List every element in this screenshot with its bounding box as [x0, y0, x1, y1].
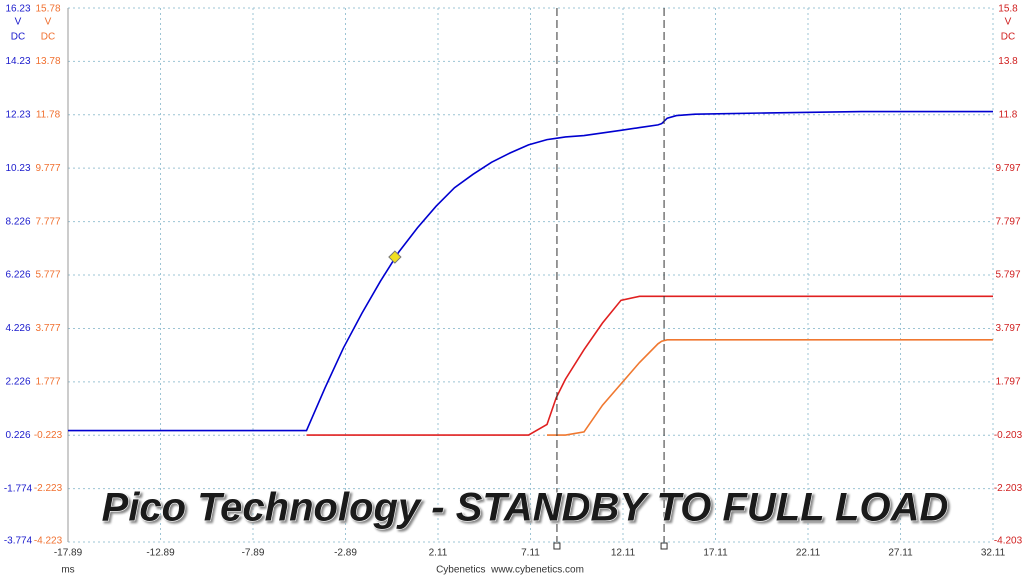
axis-unit: V [15, 17, 22, 28]
y-tick-label: 4.226 [5, 323, 30, 334]
y-tick-label: 13.78 [35, 56, 60, 67]
axis-coupling: DC [1001, 32, 1015, 43]
x-tick-label: 32.11 [981, 548, 1006, 559]
y-tick-label: 7.777 [35, 216, 60, 227]
x-tick-label: -12.89 [146, 548, 175, 559]
y-tick-label: 12.23 [5, 109, 30, 120]
y-tick-label: -2.223 [34, 483, 63, 494]
y-tick-label: 9.797 [995, 163, 1020, 174]
y-tick-label: 3.777 [35, 323, 60, 334]
axis-coupling: DC [41, 32, 55, 43]
y-tick-label: 8.226 [5, 216, 30, 227]
y-tick-label: 11.8 [999, 109, 1018, 120]
y-tick-label: 3.797 [995, 323, 1020, 334]
x-tick-label: -7.89 [242, 548, 265, 559]
y-tick-label: 1.797 [995, 376, 1020, 387]
y-tick-label: -4.203 [994, 536, 1023, 547]
x-tick-label: 12.11 [611, 548, 636, 559]
x-tick-label: 22.11 [796, 548, 821, 559]
y-tick-label: -0.223 [34, 430, 63, 441]
x-tick-label: 2.11 [429, 548, 448, 559]
cursor-handle [553, 542, 561, 550]
y-tick-label: 7.797 [995, 216, 1020, 227]
x-tick-label: 27.11 [888, 548, 913, 559]
axis-unit: V [45, 17, 52, 28]
y-tick-label: 16.23 [5, 4, 30, 15]
y-tick-label: 9.777 [35, 163, 60, 174]
axis-coupling: DC [11, 32, 25, 43]
y-tick-label: 15.78 [35, 4, 60, 15]
watermark-title: Pico Technology - STANDBY TO FULL LOAD [102, 486, 949, 530]
x-tick-label: 17.11 [703, 548, 728, 559]
series-line [68, 110, 993, 432]
y-tick-label: 6.226 [5, 270, 30, 281]
y-tick-label: 14.23 [5, 56, 30, 67]
x-tick-label: -17.89 [54, 548, 83, 559]
cursor-handle [660, 542, 668, 550]
y-tick-label: -4.223 [34, 536, 63, 547]
marker [388, 250, 402, 264]
y-tick-label: -2.203 [994, 483, 1023, 494]
y-tick-label: 0.226 [5, 430, 30, 441]
y-tick-label: -1.774 [4, 483, 33, 494]
axis-unit: V [1005, 17, 1012, 28]
y-tick-label: 11.78 [36, 109, 61, 120]
y-tick-label: -3.774 [4, 536, 33, 547]
x-unit: ms [61, 565, 74, 576]
y-tick-label: 10.23 [5, 163, 30, 174]
y-tick-label: 2.226 [5, 376, 30, 387]
x-tick-label: -2.89 [334, 548, 357, 559]
y-tick-label: 13.8 [998, 56, 1018, 67]
y-tick-label: 1.777 [35, 376, 60, 387]
y-tick-label: 5.797 [995, 270, 1020, 281]
series-line [306, 295, 993, 436]
x-tick-label: 7.11 [521, 548, 540, 559]
y-tick-label: 5.777 [35, 270, 60, 281]
y-tick-label: -0.203 [994, 430, 1023, 441]
y-tick-label: 15.8 [998, 4, 1018, 15]
series-line [547, 339, 993, 436]
footer: Cybenetics www.cybenetics.com [436, 565, 584, 576]
